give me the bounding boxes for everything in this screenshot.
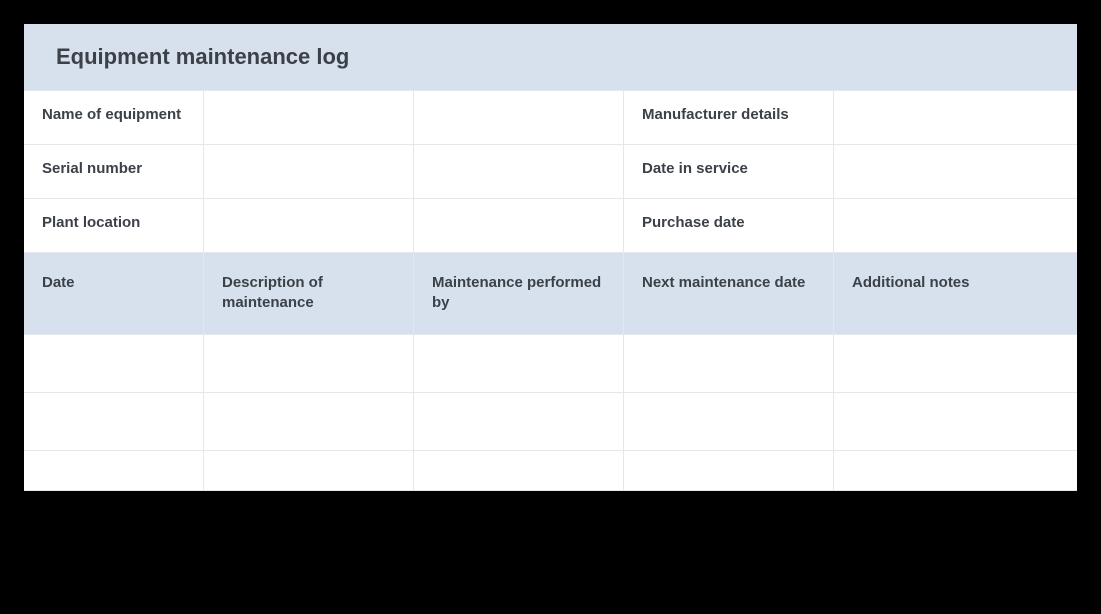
cell-next-date[interactable] — [624, 393, 834, 451]
col-notes: Additional notes — [834, 253, 1077, 335]
cell-next-date[interactable] — [624, 451, 834, 491]
cell-performed-by[interactable] — [414, 451, 624, 491]
info-row-2: Serial number Date in service — [24, 145, 1077, 199]
label-serial-number: Serial number — [24, 145, 204, 199]
label-manufacturer-details: Manufacturer details — [624, 91, 834, 145]
cell-description[interactable] — [204, 335, 414, 393]
value-date-in-service[interactable] — [834, 145, 1077, 199]
info-row-3: Plant location Purchase date — [24, 199, 1077, 253]
col-date: Date — [24, 253, 204, 335]
sheet-title: Equipment maintenance log — [24, 24, 1077, 91]
value-manufacturer-details[interactable] — [834, 91, 1077, 145]
col-performed-by: Maintenance performed by — [414, 253, 624, 335]
cell-description[interactable] — [204, 393, 414, 451]
label-name-of-equipment: Name of equipment — [24, 91, 204, 145]
cell-notes[interactable] — [834, 451, 1077, 491]
log-row — [24, 335, 1077, 393]
cell-performed-by[interactable] — [414, 393, 624, 451]
spacer-cell — [414, 199, 624, 253]
value-name-of-equipment[interactable] — [204, 91, 414, 145]
cell-notes[interactable] — [834, 335, 1077, 393]
label-date-in-service: Date in service — [624, 145, 834, 199]
log-row — [24, 393, 1077, 451]
info-row-1: Name of equipment Manufacturer details — [24, 91, 1077, 145]
value-plant-location[interactable] — [204, 199, 414, 253]
spacer-cell — [414, 145, 624, 199]
cell-notes[interactable] — [834, 393, 1077, 451]
value-serial-number[interactable] — [204, 145, 414, 199]
value-purchase-date[interactable] — [834, 199, 1077, 253]
label-purchase-date: Purchase date — [624, 199, 834, 253]
cell-date[interactable] — [24, 335, 204, 393]
maintenance-log-sheet: Equipment maintenance log Name of equipm… — [24, 24, 1077, 491]
cell-next-date[interactable] — [624, 335, 834, 393]
log-column-headers: Date Description of maintenance Maintena… — [24, 253, 1077, 335]
log-row — [24, 451, 1077, 491]
label-plant-location: Plant location — [24, 199, 204, 253]
col-next-date: Next maintenance date — [624, 253, 834, 335]
cell-description[interactable] — [204, 451, 414, 491]
spacer-cell — [414, 91, 624, 145]
col-description: Description of maintenance — [204, 253, 414, 335]
cell-performed-by[interactable] — [414, 335, 624, 393]
cell-date[interactable] — [24, 451, 204, 491]
cell-date[interactable] — [24, 393, 204, 451]
